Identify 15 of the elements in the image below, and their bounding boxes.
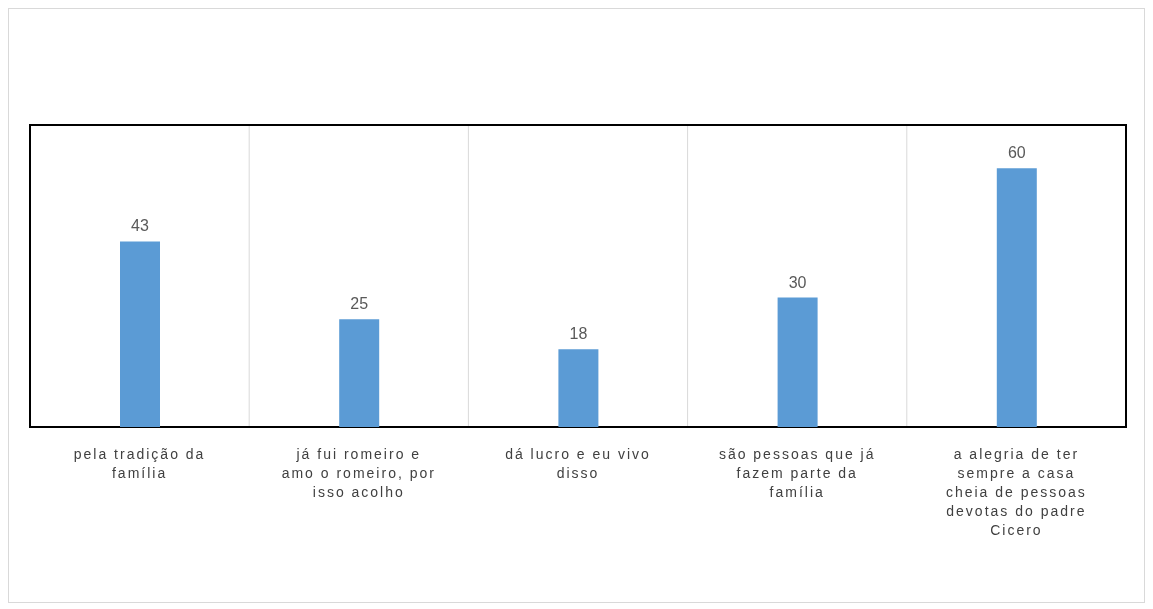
x-tick-label: a alegria de ter sempre a casa cheia de pessoas devotas do padre Cicero — [945, 446, 1087, 538]
data-label: 30 — [788, 273, 807, 291]
bar — [120, 241, 160, 427]
bar — [339, 319, 380, 427]
bar — [558, 349, 599, 427]
data-label: 60 — [1007, 144, 1026, 162]
data-label: 43 — [131, 217, 149, 235]
x-tick-label: pela tradição da família — [73, 446, 206, 481]
bar — [777, 297, 818, 427]
x-tick-label: dá lucro e eu vivo disso — [505, 446, 651, 481]
x-tick-label: já fui romeiro e amo o romeiro, por isso acolho — [281, 446, 436, 500]
data-label: 25 — [350, 295, 369, 313]
x-tick-label: são pessoas que já fazem parte da família — [718, 446, 876, 500]
data-label: 18 — [569, 325, 588, 343]
bar — [996, 168, 1037, 427]
